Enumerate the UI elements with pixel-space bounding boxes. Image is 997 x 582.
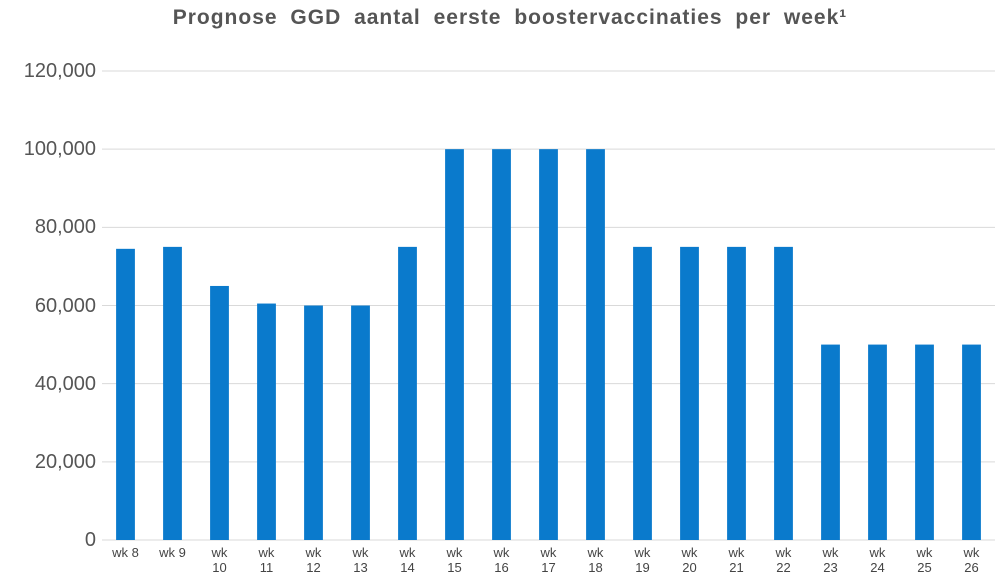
y-tick-label: 80,000: [34, 216, 96, 239]
bar: [586, 149, 605, 540]
x-tick-label: wk 8: [112, 545, 139, 560]
x-tick-label: wk 22: [775, 545, 792, 575]
y-tick-label: 100,000: [23, 138, 96, 161]
x-tick-label: wk 20: [681, 545, 698, 575]
x-tick-label: wk 23: [822, 545, 839, 575]
bar: [962, 344, 981, 540]
x-tick-label: wk 10: [211, 545, 228, 575]
x-tick-label: wk 17: [540, 545, 557, 575]
bar: [868, 344, 887, 540]
y-tick-label: 120,000: [23, 60, 96, 82]
bar: [398, 246, 417, 540]
x-tick-label: wk 14: [399, 545, 416, 575]
x-tick-label: wk 16: [493, 545, 510, 575]
x-tick-label: wk 18: [587, 545, 604, 575]
bar: [445, 149, 464, 540]
x-tick-label: wk 24: [869, 545, 886, 575]
bar: [163, 246, 182, 540]
y-tick-label: 40,000: [34, 372, 96, 395]
x-tick-label: wk 25: [916, 545, 933, 575]
x-tick-label: wk 21: [728, 545, 745, 575]
x-tick-label: wk 15: [446, 545, 463, 575]
x-tick-label: wk 9: [159, 545, 186, 560]
bar: [727, 246, 746, 540]
x-tick-label: wk 11: [258, 545, 275, 575]
y-tick-label: 60,000: [34, 294, 96, 317]
bar: [304, 305, 323, 540]
x-tick-label: wk 19: [634, 545, 651, 575]
bar: [680, 246, 699, 540]
x-tick-label: wk 26: [963, 545, 980, 575]
bar: [915, 344, 934, 540]
x-tick-label: wk 12: [305, 545, 322, 575]
bar: [633, 246, 652, 540]
bar: [116, 248, 135, 540]
bar: [351, 305, 370, 540]
bar: [539, 149, 558, 540]
y-tick-label: 20,000: [34, 450, 96, 473]
bar: [492, 149, 511, 540]
bar: [210, 285, 229, 540]
x-tick-label: wk 13: [352, 545, 369, 575]
bar: [821, 344, 840, 540]
bar: [774, 246, 793, 540]
chart-title: Prognose GGD aantal eerste boostervaccin…: [172, 6, 848, 29]
bar: [257, 303, 276, 540]
y-tick-label: 0: [84, 529, 96, 551]
